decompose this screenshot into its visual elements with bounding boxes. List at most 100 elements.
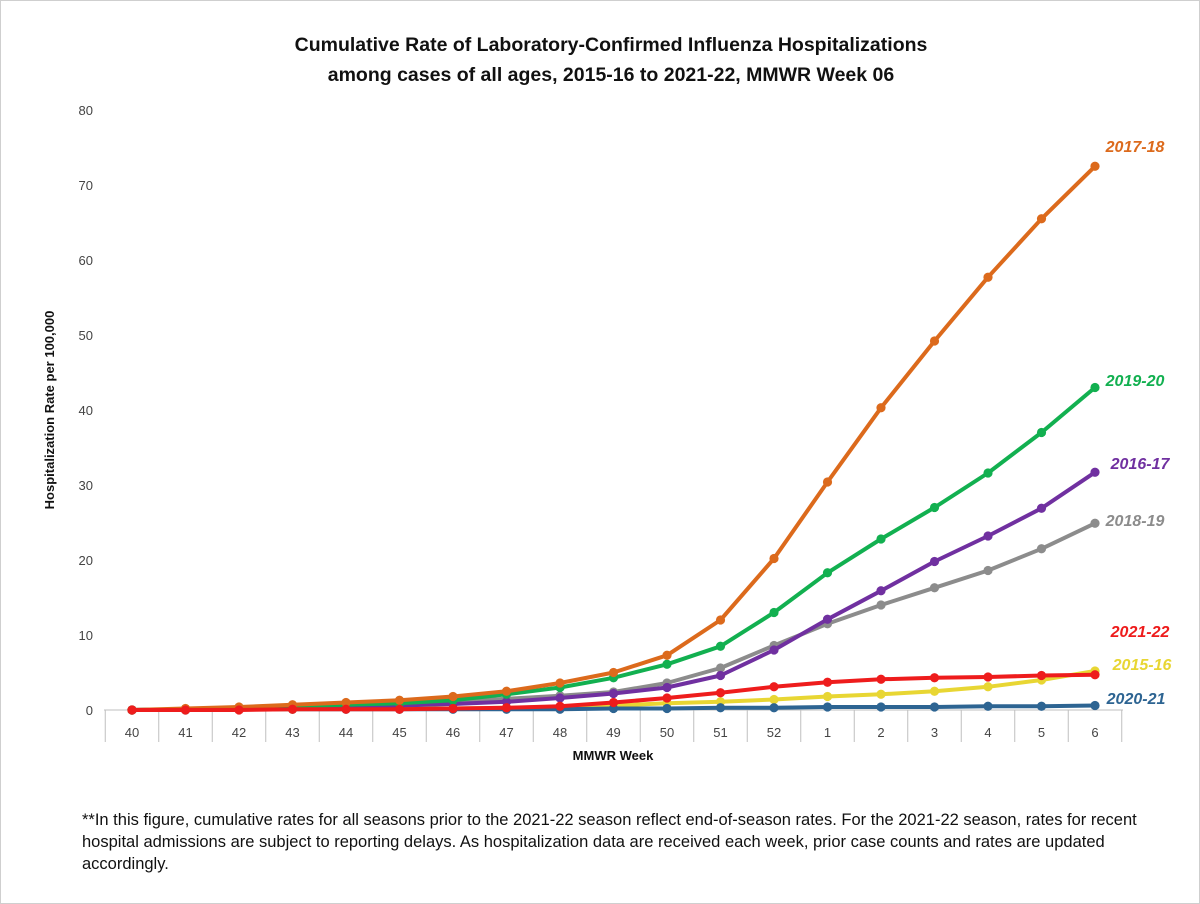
data-point-2017-18 [929,336,940,346]
series-2017-18 [127,161,1100,715]
y-tick-label: 60 [79,253,93,268]
data-point-2016-17 [822,614,833,624]
data-point-2017-18 [769,553,779,564]
data-point-2019-20 [876,534,886,544]
data-point-2016-17 [769,645,779,655]
data-point-2019-20 [1090,382,1100,393]
data-point-2019-20 [769,607,779,618]
data-point-2018-19 [1090,518,1100,528]
data-point-2020-21 [715,703,726,713]
data-point-2017-18 [1090,161,1100,171]
data-point-2021-22 [287,704,298,714]
chart-title-line-2: among cases of all ages, 2015-16 to 2021… [328,64,895,86]
series-line-2019-20 [130,385,1097,712]
y-axis-ticks: 0 10 20 30 40 50 60 70 80 [79,103,93,718]
data-point-2015-16 [983,682,993,692]
series-label-2015-16: 2015-16 [1112,657,1172,674]
data-point-2015-16 [876,689,886,699]
x-tick-label: 44 [339,725,353,740]
x-tick-label: 43 [285,725,299,740]
x-axis: 40 41 42 43 44 45 46 47 48 49 50 51 52 1 2 3 4 5 6 [104,709,1123,742]
data-point-2021-22 [180,705,191,715]
y-tick-label: 40 [79,403,93,418]
series-label-2016-17: 2016-17 [1110,456,1171,473]
x-tick-label: 46 [446,725,460,740]
data-point-2017-18 [341,697,351,708]
x-tick-label: 40 [125,725,139,740]
chart-title-line-1: Cumulative Rate of Laboratory-Confirmed … [295,34,928,56]
series-label-2020-21: 2020-21 [1106,691,1166,708]
data-point-2019-20 [929,502,940,513]
x-tick-label: 50 [660,725,674,740]
series-line-2017-18 [130,164,1097,712]
x-tick-label: 48 [553,725,567,740]
y-tick-label: 0 [86,703,93,718]
data-point-2021-22 [501,703,512,713]
data-point-2020-21 [1090,700,1100,711]
data-point-2016-17 [555,693,565,703]
data-point-2021-22 [555,701,565,711]
data-point-2018-19 [983,565,993,576]
series-label-2017-18: 2017-18 [1105,139,1165,156]
data-point-2015-16 [929,686,940,696]
x-tick-label: 51 [713,725,727,740]
y-tick-label: 80 [79,103,93,118]
data-point-2017-18 [662,650,672,660]
data-point-2021-22 [127,705,137,715]
series-label-2021-22: 2021-22 [1110,624,1170,641]
data-point-2017-18 [608,667,619,678]
y-axis-label: Hospitalization Rate per 100,000 [42,311,57,510]
data-point-2015-16 [822,691,833,702]
x-tick-label: 41 [178,725,192,740]
data-point-2021-22 [929,673,940,683]
data-point-2021-22 [822,677,833,687]
data-point-2017-18 [448,691,458,702]
data-point-2021-22 [715,688,726,698]
data-point-2021-22 [983,672,993,682]
data-point-2019-20 [715,641,726,651]
data-point-2017-18 [1036,214,1047,224]
data-point-2020-21 [1036,701,1047,711]
series-2018-19 [127,518,1100,715]
series-lines [127,161,1100,715]
x-tick-label: 45 [392,725,406,740]
footnote: **In this figure, cumulative rates for a… [82,811,1137,873]
data-point-2021-22 [876,674,886,684]
data-point-2018-19 [1036,544,1047,554]
data-point-2018-19 [876,600,886,610]
x-tick-label: 52 [767,725,781,740]
data-point-2017-18 [983,272,993,282]
data-point-2020-21 [876,702,886,712]
data-point-2021-22 [234,705,244,715]
data-point-2019-20 [1036,427,1047,438]
data-point-2017-18 [715,615,726,625]
data-point-2021-22 [341,704,351,714]
data-point-2021-22 [769,682,779,692]
data-point-2018-19 [715,663,726,673]
data-point-2016-17 [1036,503,1047,513]
data-point-2020-21 [662,703,672,714]
data-point-2020-21 [769,703,779,713]
data-point-2017-18 [394,695,405,705]
data-point-2020-21 [983,701,993,711]
data-point-2016-17 [715,670,726,681]
x-tick-label: 3 [931,725,938,740]
data-point-2017-18 [555,678,565,688]
data-point-2020-21 [822,702,833,712]
y-tick-label: 30 [79,478,93,493]
data-point-2021-22 [662,693,672,703]
data-point-2021-22 [1036,670,1047,681]
x-tick-label: 1 [824,725,831,740]
series-label-2019-20: 2019-20 [1105,373,1165,390]
series-label-2018-19: 2018-19 [1105,513,1165,530]
data-point-2016-17 [1090,467,1100,477]
data-point-2021-22 [1090,670,1100,680]
series-2021-22 [127,670,1100,715]
chart-title: Cumulative Rate of Laboratory-Confirmed … [295,34,928,86]
data-point-2021-22 [394,704,405,714]
data-point-2015-16 [769,694,779,705]
data-point-2019-20 [822,568,833,578]
data-point-2021-22 [448,703,458,714]
x-tick-label: 5 [1038,725,1045,740]
series-labels: 2017-18 2019-20 2016-17 2018-19 2021-22 2015-… [1105,139,1172,708]
